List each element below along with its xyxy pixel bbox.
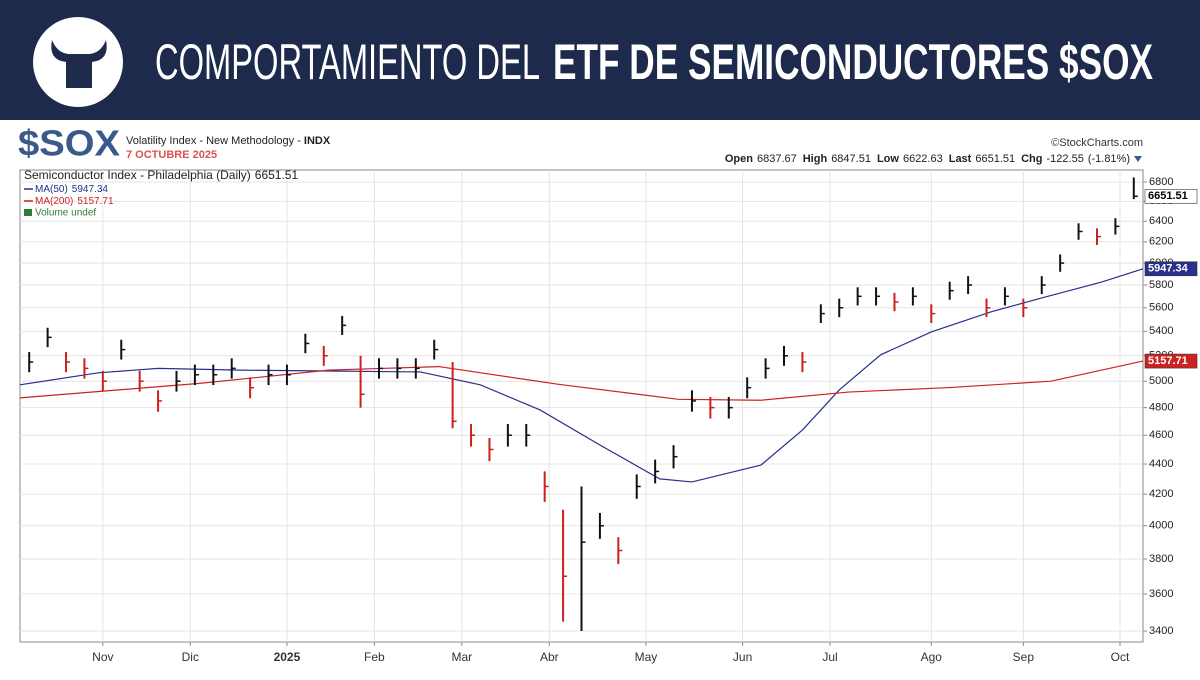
subtitle: Volatility Index - New Methodology - IND…: [126, 135, 331, 147]
y-tick-label: 6400: [1149, 215, 1173, 227]
y-tick-label: 3400: [1149, 625, 1173, 637]
x-tick-label: Mar: [452, 650, 473, 664]
quote-label: High: [803, 153, 828, 165]
axes: 3400360038004000420044004600480050005200…: [92, 176, 1198, 664]
subtitle-text: Volatility Index - New Methodology -: [126, 135, 304, 147]
quote-line: Open 6837.67 High 6847.51 Low 6622.63 Last 6651…: [725, 153, 1130, 165]
quote-label: Last: [949, 153, 972, 165]
value-box-label: 5157.71: [1148, 355, 1188, 367]
x-tick-label: Ago: [921, 650, 943, 664]
quote-value: 6847.51: [831, 153, 871, 165]
x-tick-label: Jul: [822, 650, 837, 664]
price-bars: [28, 177, 1138, 632]
ma-lines: [19, 268, 1144, 483]
legend: Semiconductor Index - Philadelphia (Dail…: [24, 168, 298, 219]
x-tick-label: 2025: [274, 650, 301, 664]
legend-ma-name: MA(200): [35, 196, 73, 207]
y-tick-label: 4200: [1149, 488, 1173, 500]
x-tick-label: Nov: [92, 650, 113, 664]
x-tick-label: Jun: [733, 650, 752, 664]
value-box: [1144, 188, 1198, 204]
y-tick-label: 5400: [1149, 325, 1173, 337]
y-tick-label: 4800: [1149, 402, 1173, 414]
legend-ma-last: 5157.71: [77, 196, 114, 207]
logo-icon: [51, 40, 107, 88]
x-tick-label: Abr: [540, 650, 559, 664]
legend-price-last: 6651.51: [255, 168, 299, 182]
quote-value: 6651.51: [975, 153, 1015, 165]
quote-value: 6837.67: [757, 153, 797, 165]
quote-label: Low: [877, 153, 899, 165]
y-tick-label: 5000: [1149, 375, 1173, 387]
legend-volume-icon: [24, 209, 32, 216]
legend-ma-last: 5947.34: [72, 184, 109, 195]
x-tick-label: Dic: [182, 650, 199, 664]
header-bar: [0, 0, 1200, 120]
quote-value: -122.55: [1047, 153, 1084, 165]
x-tick-label: Oct: [1111, 650, 1130, 664]
y-tick-label: 5800: [1149, 279, 1173, 291]
quote-label: Chg: [1021, 153, 1042, 165]
value-box-label: 6651.51: [1148, 190, 1188, 202]
y-tick-label: 6200: [1149, 236, 1173, 248]
date-label: 7 OCTUBRE 2025: [126, 149, 217, 161]
y-tick-label: 4600: [1149, 429, 1173, 441]
ma-line: [19, 268, 1144, 483]
y-tick-label: 3600: [1149, 588, 1173, 600]
header-title-light: COMPORTAMIENTO DEL: [155, 34, 540, 90]
y-tick-label: 5600: [1149, 302, 1173, 314]
value-box-label: 5947.34: [1148, 263, 1189, 275]
legend-volume: Volume undef: [35, 208, 96, 219]
header-title-bold: ETF DE SEMICONDUCTORES $SOX: [553, 34, 1153, 90]
legend-ma: MA(200) 5157.71: [35, 196, 114, 207]
legend-price: Semiconductor Index - Philadelphia (Dail…: [24, 168, 298, 182]
dropdown-arrow: [1134, 156, 1142, 162]
exchange: INDX: [304, 135, 331, 147]
symbol: $SOX: [18, 123, 120, 164]
y-tick-label: 4400: [1149, 458, 1173, 470]
quote-value: 6622.63: [903, 153, 943, 165]
x-tick-label: Sep: [1013, 650, 1035, 664]
y-tick-label: 3800: [1149, 553, 1173, 565]
value-box: [1144, 353, 1198, 369]
legend-ma-name: MA(50): [35, 184, 68, 195]
legend-price-name: Semiconductor Index - Philadelphia (Dail…: [24, 168, 251, 182]
value-box: [1144, 261, 1198, 277]
x-tick-label: May: [635, 650, 658, 664]
y-tick-label: 6800: [1149, 176, 1173, 188]
quote-pct: (-1.81%): [1088, 153, 1130, 165]
source: ©StockCharts.com: [1051, 137, 1143, 149]
y-tick-label: 4000: [1149, 520, 1173, 532]
quote-label: Open: [725, 153, 753, 165]
ma-line: [19, 360, 1144, 401]
x-tick-label: Feb: [364, 650, 385, 664]
legend-ma: MA(50) 5947.34: [35, 184, 108, 195]
